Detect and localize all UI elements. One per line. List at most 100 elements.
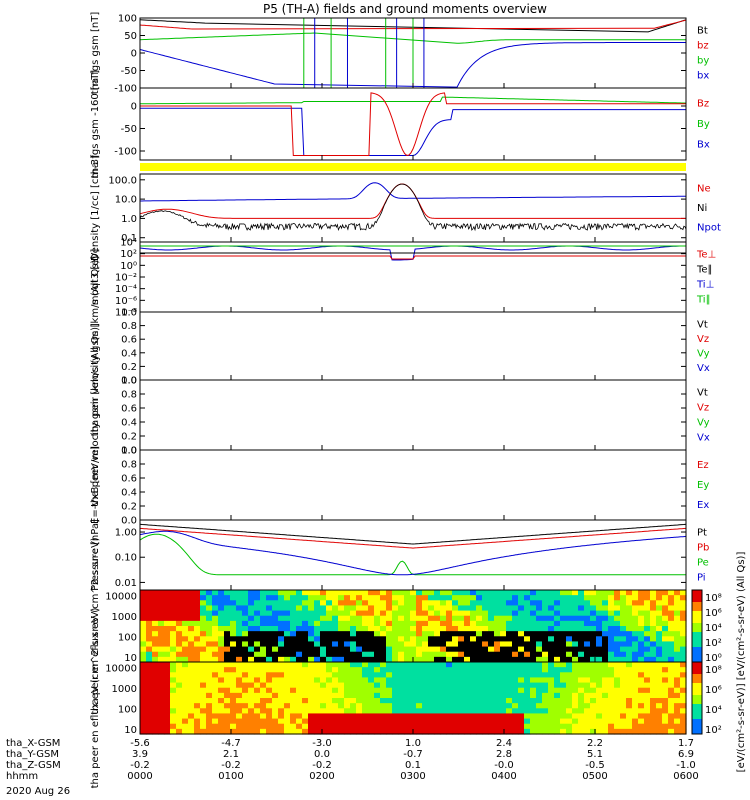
spectrogram-cell — [194, 646, 201, 653]
spectrogram-cell — [518, 651, 525, 658]
spectrogram-cell — [236, 718, 243, 725]
spectrogram-cell — [584, 615, 591, 622]
spectrogram-cell — [332, 667, 339, 673]
spectrogram-cell — [542, 667, 549, 673]
spectrogram-cell — [182, 620, 189, 627]
spectrogram-cell — [464, 723, 471, 730]
spectrogram-cell — [434, 641, 441, 648]
spectrogram-cell — [254, 595, 261, 601]
spectrogram-cell — [152, 698, 159, 704]
spectrogram-cell — [272, 713, 279, 720]
spectrogram-cell — [422, 626, 429, 632]
spectrogram-cell — [476, 703, 483, 709]
spectrogram-cell — [152, 595, 159, 601]
spectrogram-cell — [548, 590, 555, 596]
spectrogram-cell — [302, 656, 309, 663]
spectrogram-cell — [392, 615, 399, 622]
spectrogram-cell — [620, 728, 627, 735]
spectrogram-cell — [356, 687, 363, 694]
spectrogram-cell — [464, 692, 471, 699]
spectrogram-cell — [182, 631, 189, 637]
colorbar-cell — [692, 689, 702, 693]
spectrogram-cell — [362, 677, 369, 684]
spectrogram-cell — [680, 600, 687, 607]
spectrogram-cell — [302, 662, 309, 668]
spectrogram-cell — [326, 651, 333, 658]
spectrogram-cell — [164, 656, 171, 663]
spectrogram-cell — [398, 636, 405, 643]
spectrogram-cell — [242, 651, 249, 658]
spectrogram-cell — [218, 677, 225, 684]
spectrogram-cell — [380, 615, 387, 622]
spectrogram-cell — [296, 610, 303, 617]
spectrogram-cell — [152, 620, 159, 627]
spectrogram-cell — [386, 703, 393, 709]
spectrogram-cell — [506, 626, 513, 632]
spectrogram-cell — [320, 713, 327, 720]
spectrogram-cell — [506, 656, 513, 663]
legend-Ni: Ni — [697, 203, 707, 214]
spectrogram-cell — [452, 667, 459, 673]
spectrogram-cell — [188, 718, 195, 725]
spectrogram-cell — [356, 708, 363, 715]
spectrogram-cell — [398, 595, 405, 601]
spectrogram-cell — [620, 692, 627, 699]
spectrogram-cell — [398, 728, 405, 735]
spectrogram-cell — [344, 646, 351, 653]
spectrogram-cell — [338, 656, 345, 663]
spectrogram-cell — [284, 692, 291, 699]
spectrogram-cell — [512, 636, 519, 643]
spectrogram-cell — [158, 610, 165, 617]
spectrogram-cell — [224, 631, 231, 637]
spectrogram-cell — [644, 708, 651, 715]
spectrogram-cell — [338, 631, 345, 637]
spectrogram-cell — [284, 698, 291, 704]
spectrogram-cell — [488, 672, 495, 679]
spectrogram-cell — [356, 620, 363, 627]
spectrogram-cell — [482, 708, 489, 715]
spectrogram-cell — [332, 708, 339, 715]
spectrogram-cell — [446, 610, 453, 617]
spectrogram-cell — [380, 687, 387, 694]
spectrogram-cell — [296, 677, 303, 684]
spectrogram-cell — [380, 723, 387, 730]
spectrogram-cell — [164, 703, 171, 709]
spectrogram-cell — [596, 718, 603, 725]
spectrogram-cell — [434, 605, 441, 612]
spectrogram-cell — [638, 718, 645, 725]
x-row-value: 0000 — [127, 771, 152, 782]
spectrogram-cell — [182, 682, 189, 689]
spectrogram-cell — [578, 636, 585, 643]
spectrogram-cell — [626, 626, 633, 632]
spectrogram-cell — [308, 631, 315, 637]
spectrogram-cell — [338, 651, 345, 658]
x-row-label: tha_X-GSM — [6, 738, 60, 749]
spectrogram-cell — [452, 600, 459, 607]
spectrogram-cell — [254, 656, 261, 663]
spectrogram-cell — [320, 682, 327, 689]
spectrogram-cell — [566, 662, 573, 668]
spectrogram-cell — [254, 677, 261, 684]
spectrogram-cell — [278, 641, 285, 648]
spectrogram-cell — [158, 600, 165, 607]
spectrogram-cell — [272, 703, 279, 709]
spectrogram-cell — [410, 626, 417, 632]
spectrogram-cell — [596, 682, 603, 689]
spectrogram-cell — [158, 605, 165, 612]
spectrogram-cell — [650, 595, 657, 601]
spectrogram-cell — [560, 692, 567, 699]
spectrogram-cell — [314, 626, 321, 632]
spectrogram-cell — [494, 667, 501, 673]
spectrogram-cell — [320, 662, 327, 668]
spectrogram-cell — [482, 595, 489, 601]
spectrogram-cell — [446, 641, 453, 648]
spectrogram-cell — [380, 600, 387, 607]
spectrogram-cell — [344, 718, 351, 725]
spectrogram-cell — [194, 687, 201, 694]
spectrogram-cell — [296, 626, 303, 632]
spectrogram-cell — [152, 713, 159, 720]
spectrogram-cell — [680, 687, 687, 694]
spectrogram-cell — [386, 692, 393, 699]
spectrogram-cell — [650, 620, 657, 627]
